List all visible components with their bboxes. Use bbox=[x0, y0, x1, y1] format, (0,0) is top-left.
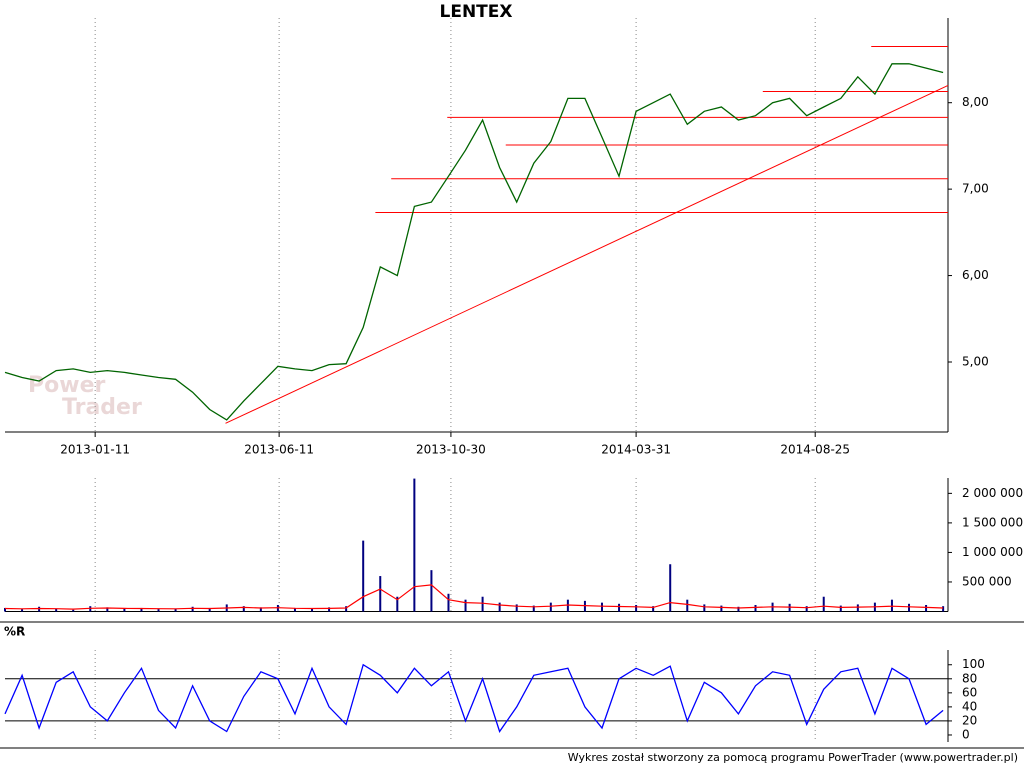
price-line bbox=[4, 63, 944, 421]
y-tick-label: 1 500 000 bbox=[962, 515, 1023, 529]
bar bbox=[311, 608, 314, 612]
bar bbox=[447, 593, 450, 612]
bar bbox=[515, 604, 518, 612]
bar bbox=[430, 570, 433, 612]
bar bbox=[345, 606, 348, 612]
y-tick-label: 60 bbox=[962, 685, 977, 699]
x-tick-label: 2014-03-31 bbox=[601, 443, 671, 457]
bar bbox=[191, 606, 194, 612]
x-tick-label: 2013-06-11 bbox=[244, 443, 314, 457]
bar bbox=[805, 606, 808, 612]
trend-line bbox=[225, 84, 949, 424]
bar bbox=[242, 606, 245, 612]
bar bbox=[174, 608, 177, 612]
bar bbox=[328, 607, 331, 612]
bar bbox=[72, 609, 75, 612]
bar bbox=[703, 604, 706, 612]
bar bbox=[600, 602, 603, 612]
panel-title: %R bbox=[4, 625, 25, 639]
bar bbox=[413, 478, 416, 612]
y-tick-label: 6,00 bbox=[962, 268, 989, 282]
bar bbox=[464, 599, 467, 612]
bar bbox=[481, 596, 484, 612]
bar bbox=[140, 607, 143, 612]
bar bbox=[754, 605, 757, 612]
bar bbox=[532, 605, 535, 612]
bar bbox=[839, 605, 842, 612]
bar bbox=[856, 604, 859, 612]
bar bbox=[908, 603, 911, 612]
bar bbox=[737, 606, 740, 612]
y-tick-label: 100 bbox=[962, 657, 985, 671]
y-tick-label: 8,00 bbox=[962, 95, 989, 109]
bar bbox=[549, 602, 552, 612]
bar bbox=[4, 607, 6, 612]
bar bbox=[720, 605, 723, 612]
y-tick-label: 20 bbox=[962, 713, 977, 727]
bar bbox=[686, 599, 689, 612]
bar bbox=[106, 607, 109, 612]
bar bbox=[652, 606, 655, 612]
bar bbox=[618, 603, 621, 612]
price-line bbox=[4, 663, 944, 733]
average-line bbox=[4, 584, 944, 610]
bar bbox=[635, 605, 638, 612]
bar bbox=[123, 608, 126, 612]
bar bbox=[38, 606, 41, 612]
bar bbox=[669, 564, 672, 612]
y-tick-label: 7,00 bbox=[962, 182, 989, 196]
chart-title: LENTEX bbox=[440, 2, 513, 22]
bar bbox=[293, 607, 296, 612]
bar bbox=[259, 607, 262, 612]
watermark: Trader bbox=[62, 395, 142, 420]
y-tick-label: 500 000 bbox=[962, 574, 1012, 588]
bar bbox=[55, 608, 58, 612]
bar bbox=[925, 605, 928, 612]
bar bbox=[362, 540, 365, 612]
x-tick-label: 2013-01-11 bbox=[60, 443, 130, 457]
watermark: Power bbox=[28, 373, 105, 398]
y-tick-label: 5,00 bbox=[962, 354, 989, 368]
x-tick-label: 2013-10-30 bbox=[416, 443, 486, 457]
bar bbox=[379, 576, 382, 612]
y-tick-label: 1 000 000 bbox=[962, 545, 1023, 559]
bar bbox=[208, 607, 211, 612]
y-tick-label: 0 bbox=[962, 727, 970, 741]
y-tick-label: 40 bbox=[962, 699, 977, 713]
footer: Wykres został stworzony za pomocą progra… bbox=[568, 751, 1018, 764]
y-tick-label: 2 000 000 bbox=[962, 486, 1023, 500]
bar bbox=[498, 602, 501, 612]
bar bbox=[942, 606, 945, 612]
bar bbox=[396, 596, 399, 612]
bar bbox=[822, 596, 825, 612]
bar bbox=[157, 609, 160, 612]
y-tick-label: 80 bbox=[962, 671, 977, 685]
x-tick-label: 2014-08-25 bbox=[780, 443, 850, 457]
bar bbox=[21, 609, 24, 612]
bar bbox=[890, 599, 893, 612]
